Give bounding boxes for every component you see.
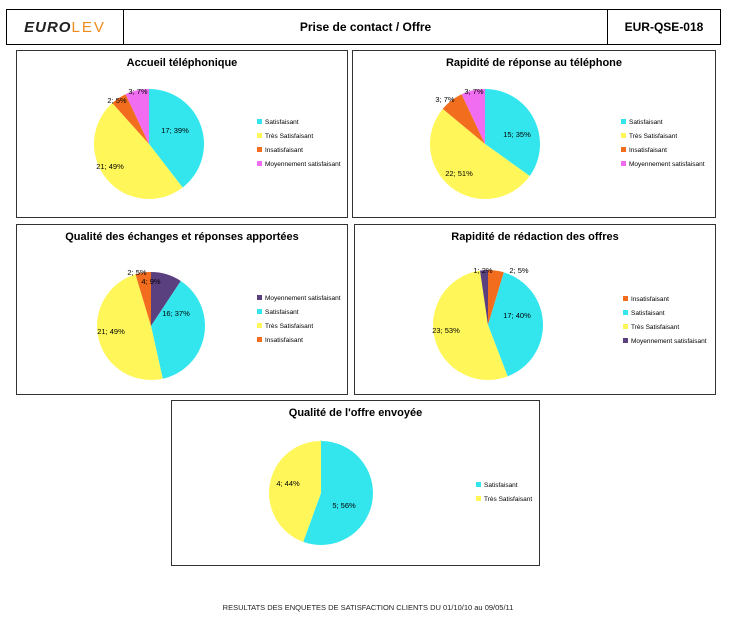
legend-entry: Très Satisfaisant <box>265 323 313 330</box>
pie-svg: 4; 9% 16; 37% 21; 49% 2; 5% Moyennement sati… <box>96 268 341 380</box>
legend-entry: Satisfaisant <box>265 119 299 126</box>
document-title: Prise de contact / Offre <box>124 10 608 44</box>
pie-slice <box>430 108 530 199</box>
legend-swatch <box>621 119 626 124</box>
legend-swatch <box>257 323 262 328</box>
pie-slice <box>488 270 504 325</box>
legend-swatch <box>257 161 262 166</box>
pie-slice <box>269 441 321 542</box>
legend-entry: Moyennement satisfaisant <box>265 161 341 168</box>
slice-data-label: 17; 40% <box>503 311 531 320</box>
legend-swatch <box>621 147 626 152</box>
legend-swatch <box>257 147 262 152</box>
pie-svg: 5; 56% 4; 44% Satisfaisant Très Satisfaisan… <box>269 441 532 545</box>
slice-data-label: 3; 7% <box>464 87 484 96</box>
pie-slice <box>488 272 543 377</box>
document-header: EUROLEV Prise de contact / Offre EUR-QSE… <box>6 9 721 45</box>
logo-wordmark: EUROLEV <box>24 20 106 35</box>
logo-left-text: EURO <box>24 18 72 36</box>
legend-swatch <box>257 295 262 300</box>
legend-entry: Satisfaisant <box>265 309 299 316</box>
footer-note: RESULTATS DES ENQUETES DE SATISFACTION C… <box>222 603 514 612</box>
pie-slice <box>303 441 373 545</box>
legend-entry: Très Satisfaisant <box>629 133 677 140</box>
chart-accueil-telephonique: 17; 39% 21; 49% 2; 5% 3; 7% Satisfaisant Très… <box>16 50 348 218</box>
pie-slice <box>151 272 181 326</box>
slice-data-label: 21; 49% <box>97 327 125 336</box>
chart-title: Rapidité de réponse au téléphone <box>445 57 623 69</box>
chart-qualite-offre-envoyee: 5; 56% 4; 44% Satisfaisant Très Satisfaisan… <box>171 400 540 566</box>
slice-data-label: 22; 51% <box>445 169 473 178</box>
legend-entry: Satisfaisant <box>484 482 518 489</box>
slice-data-label: 2; 5% <box>127 268 147 277</box>
slice-data-label: 16; 37% <box>162 309 190 318</box>
pie-slice <box>479 270 488 325</box>
pie-slice <box>442 94 485 144</box>
legend-entry: Moyennement satisfaisant <box>629 161 705 168</box>
chart-title: Qualité des échanges et réponses apporté… <box>65 231 299 243</box>
legend-entry: Insatisfaisant <box>629 147 667 154</box>
legend-entry: Moyennement satisfaisant <box>265 295 341 302</box>
pie-svg: 17; 39% 21; 49% 2; 5%3; 7% Satisfaisant Très… <box>94 87 341 199</box>
pie-slice <box>112 94 149 144</box>
slice-data-label: 3; 7% <box>128 87 148 96</box>
legend-swatch <box>623 310 628 315</box>
slice-data-label: 2; 5% <box>509 266 529 275</box>
legend-entry: Très Satisfaisant <box>484 496 532 503</box>
chart-rapidite-redaction-offres: 2; 5% 17; 40% 23; 53% 1; 2% Insatisfaisant Sa… <box>354 224 716 395</box>
legend-swatch <box>621 133 626 138</box>
slice-data-label: 1; 2% <box>473 266 493 275</box>
legend-swatch <box>476 482 481 487</box>
legend-entry: Insatisfaisant <box>631 296 669 303</box>
pie-svg: 15; 35% 22; 51% 3; 7% 3; 7% Satisfaisant Très… <box>430 87 705 199</box>
pie-slice <box>485 89 540 177</box>
legend-entry: Insatisfaisant <box>265 147 303 154</box>
logo-right-text: LEV <box>71 18 106 36</box>
slice-data-label: 15; 35% <box>503 130 531 139</box>
legend-swatch <box>257 119 262 124</box>
legend-entry: Satisfaisant <box>631 310 665 317</box>
pie-slice <box>135 272 151 326</box>
pie-slice <box>433 270 508 380</box>
chart-title: Qualité de l'offre envoyée <box>288 407 423 419</box>
legend-swatch <box>257 337 262 342</box>
document-code: EUR-QSE-018 <box>624 20 704 34</box>
pie-slice <box>96 274 163 380</box>
pie-slice <box>125 89 149 144</box>
chart-rapidite-reponse-telephone: 15; 35% 22; 51% 3; 7% 3; 7% Satisfaisant Très… <box>352 50 716 218</box>
legend-entry: Satisfaisant <box>629 119 663 126</box>
legend-swatch <box>623 324 628 329</box>
pie-svg: 2; 5% 17; 40% 23; 53% 1; 2% Insatisfaisant Sa… <box>432 266 707 380</box>
slice-data-label: 4; 9% <box>141 277 161 286</box>
pie-slice <box>461 89 485 144</box>
chart-title: Rapidité de rédaction des offres <box>451 231 619 243</box>
chart-qualite-echanges: 4; 9% 16; 37% 21; 49% 2; 5% Moyennement sati… <box>16 224 348 395</box>
slice-data-label: 2; 5% <box>107 96 127 105</box>
legend-swatch <box>257 309 262 314</box>
slice-data-label: 23; 53% <box>432 326 460 335</box>
company-logo: EUROLEV <box>7 10 124 44</box>
legend-swatch <box>623 296 628 301</box>
pie-slice <box>149 89 204 188</box>
legend-swatch <box>476 496 481 501</box>
legend-swatch <box>257 133 262 138</box>
pie-slice <box>94 103 183 199</box>
chart-title: Accueil téléphonique <box>126 57 238 69</box>
slice-data-label: 21; 49% <box>96 162 124 171</box>
slice-data-label: 5; 56% <box>332 501 356 510</box>
legend-entry: Très Satisfaisant <box>265 133 313 140</box>
slice-data-label: 3; 7% <box>435 95 455 104</box>
legend-swatch <box>621 161 626 166</box>
slice-data-label: 4; 44% <box>276 479 300 488</box>
slice-data-label: 17; 39% <box>161 126 189 135</box>
legend-entry: Moyennement satisfaisant <box>631 338 707 345</box>
legend-swatch <box>623 338 628 343</box>
pie-slice <box>151 280 205 379</box>
legend-entry: Très Satisfaisant <box>631 324 679 331</box>
legend-entry: Insatisfaisant <box>265 337 303 344</box>
